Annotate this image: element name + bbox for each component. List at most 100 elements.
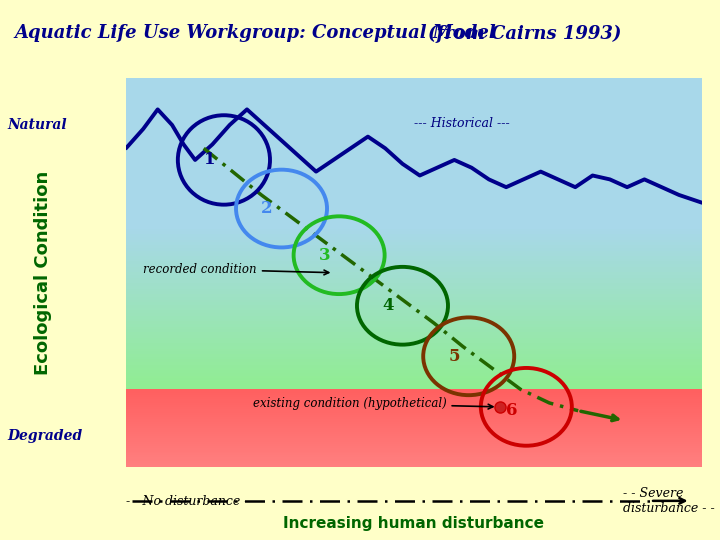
Bar (126, 297, 702, 300)
Bar (126, 259, 702, 261)
Bar (126, 376, 702, 379)
Bar (126, 454, 702, 455)
Bar (126, 310, 702, 313)
Bar (126, 234, 702, 237)
Bar (126, 272, 702, 275)
Bar (126, 397, 702, 399)
Bar (126, 416, 702, 419)
Bar (126, 289, 702, 292)
Bar (126, 329, 702, 332)
Bar (126, 248, 702, 251)
Bar (126, 368, 702, 370)
Bar (126, 338, 702, 340)
Text: Degraded: Degraded (7, 429, 83, 443)
Bar (126, 269, 702, 272)
Bar (126, 292, 702, 294)
Bar (126, 240, 702, 242)
Bar (126, 283, 702, 286)
Bar (126, 286, 702, 289)
Bar (126, 305, 702, 308)
Text: existing condition (hypothetical): existing condition (hypothetical) (253, 397, 493, 410)
Bar (126, 455, 702, 457)
Bar (126, 451, 702, 454)
Text: Ecological Condition: Ecological Condition (34, 171, 53, 375)
Text: recorded condition: recorded condition (143, 262, 329, 276)
Bar (126, 460, 702, 461)
Bar (126, 280, 702, 283)
Bar (126, 327, 702, 329)
Bar (126, 313, 702, 316)
Bar (126, 465, 702, 467)
Bar (126, 316, 702, 319)
Text: 6: 6 (506, 402, 518, 419)
Bar (126, 245, 702, 248)
Bar (126, 407, 702, 409)
Text: - - No disturbance - -: - - No disturbance - - (126, 495, 257, 508)
Bar (126, 440, 702, 442)
Bar (126, 426, 702, 428)
Bar (126, 264, 702, 267)
Bar (126, 424, 702, 426)
Bar (126, 267, 702, 269)
Bar (126, 360, 702, 362)
Bar (126, 438, 702, 440)
Bar (126, 294, 702, 297)
Bar (126, 384, 702, 387)
Bar (126, 300, 702, 302)
Bar (126, 432, 702, 434)
Bar (126, 418, 702, 421)
Bar (126, 226, 702, 229)
Bar (126, 232, 702, 234)
Bar (126, 346, 702, 348)
Bar (126, 457, 702, 460)
Bar (126, 335, 702, 338)
Bar (126, 253, 702, 256)
Bar (126, 324, 702, 327)
Text: - - Severe
disturbance - -: - - Severe disturbance - - (623, 487, 714, 515)
Bar (126, 389, 702, 392)
Bar (126, 379, 702, 381)
Bar (126, 242, 702, 245)
Text: 4: 4 (382, 297, 394, 314)
Text: Aquatic Life Use Workgroup: Conceptual Model: Aquatic Life Use Workgroup: Conceptual M… (14, 24, 496, 42)
Bar (126, 256, 702, 259)
Bar (126, 422, 702, 424)
Bar (126, 319, 702, 321)
Bar (126, 434, 702, 436)
Bar (126, 343, 702, 346)
Bar (126, 392, 702, 393)
Bar (126, 411, 702, 413)
Bar (126, 403, 702, 405)
Text: (from Cairns 1993): (from Cairns 1993) (428, 24, 622, 43)
Bar (126, 415, 702, 416)
Bar (126, 308, 702, 310)
Bar (126, 332, 702, 335)
Bar (126, 413, 702, 415)
Bar (126, 395, 702, 397)
Text: 2: 2 (261, 200, 273, 217)
Bar (126, 421, 702, 422)
Text: 3: 3 (319, 247, 330, 264)
Bar (126, 357, 702, 360)
Bar (126, 381, 702, 384)
Bar (126, 348, 702, 351)
Text: --- Historical ---: --- Historical --- (414, 117, 510, 130)
Bar (126, 393, 702, 395)
Bar (126, 430, 702, 432)
Bar (126, 446, 702, 448)
Bar (126, 463, 702, 465)
Bar (126, 275, 702, 278)
Bar (126, 442, 702, 444)
Bar (126, 354, 702, 357)
Bar (126, 373, 702, 376)
Bar (126, 450, 702, 451)
Bar (126, 401, 702, 403)
Bar (126, 387, 702, 389)
Bar (126, 461, 702, 463)
Bar (126, 428, 702, 430)
Bar (126, 237, 702, 240)
Bar (126, 251, 702, 253)
Bar (126, 78, 702, 226)
Bar (126, 436, 702, 438)
Bar (126, 444, 702, 446)
